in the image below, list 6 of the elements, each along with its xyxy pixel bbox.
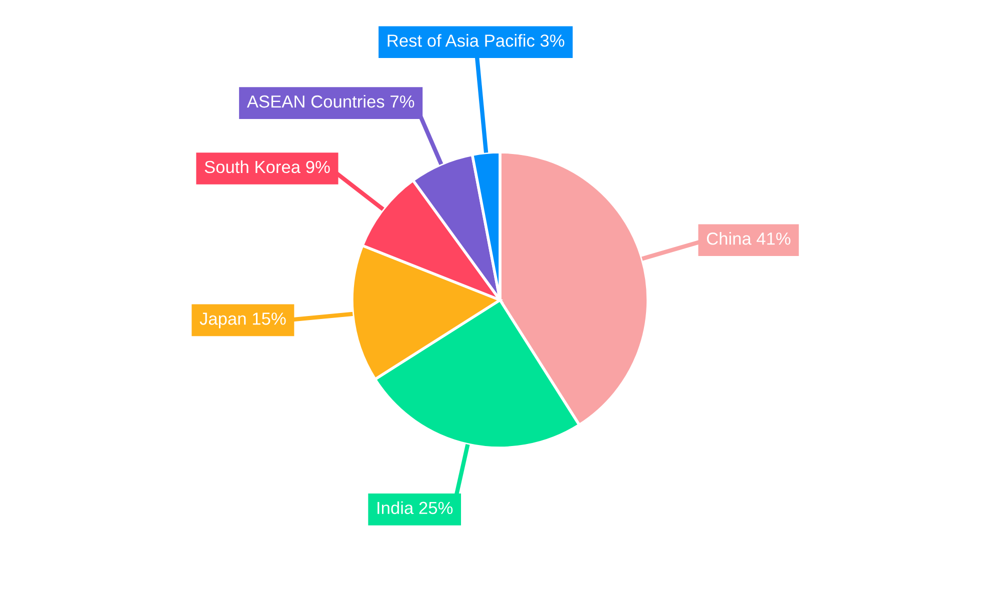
slice-label: India 25%	[378, 501, 453, 514]
slice-label: ASEAN Countries 7%	[246, 94, 414, 108]
slice-label: China 41%	[706, 232, 790, 245]
slice-label: Rest of Asia Pacific 3%	[388, 34, 564, 47]
slice-label: South Korea 9%	[204, 160, 330, 174]
slice-label: Japan 15%	[200, 312, 286, 328]
